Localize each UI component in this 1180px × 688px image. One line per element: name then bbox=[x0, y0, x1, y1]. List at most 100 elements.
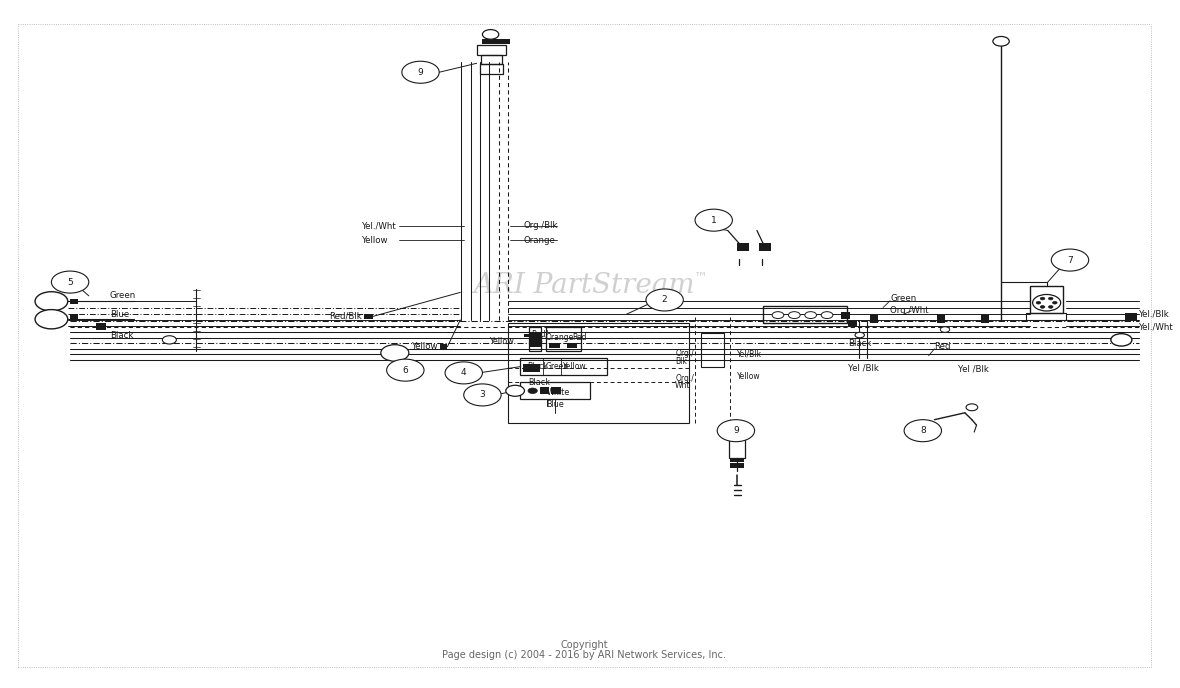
Bar bbox=[1125, 313, 1136, 320]
Circle shape bbox=[35, 310, 67, 329]
Circle shape bbox=[1048, 297, 1053, 300]
Circle shape bbox=[445, 362, 483, 384]
Bar bbox=[729, 437, 746, 458]
Text: White: White bbox=[546, 387, 570, 397]
Bar bbox=[523, 364, 539, 372]
Circle shape bbox=[1110, 334, 1132, 346]
Circle shape bbox=[1041, 305, 1044, 308]
Circle shape bbox=[402, 61, 439, 83]
Circle shape bbox=[381, 345, 408, 361]
Text: Blk: Blk bbox=[531, 335, 543, 345]
Text: Wht: Wht bbox=[675, 381, 690, 391]
Text: Green: Green bbox=[110, 290, 136, 300]
Circle shape bbox=[788, 312, 800, 319]
Bar bbox=[483, 39, 500, 44]
Text: 9: 9 bbox=[733, 426, 739, 436]
Bar bbox=[1030, 286, 1063, 313]
Bar bbox=[529, 327, 540, 351]
Bar bbox=[545, 327, 581, 351]
Circle shape bbox=[1051, 249, 1089, 271]
Text: 4: 4 bbox=[461, 368, 466, 378]
Circle shape bbox=[645, 289, 683, 311]
Text: Green: Green bbox=[545, 361, 569, 371]
Text: Yel /Blk: Yel /Blk bbox=[958, 364, 989, 374]
Bar bbox=[841, 312, 851, 319]
Bar bbox=[391, 350, 400, 354]
Bar bbox=[701, 333, 725, 367]
Circle shape bbox=[805, 312, 817, 319]
Bar bbox=[759, 243, 771, 251]
Text: 3: 3 bbox=[479, 390, 485, 400]
Circle shape bbox=[506, 385, 524, 396]
Text: Yel./Wht: Yel./Wht bbox=[362, 221, 396, 230]
Text: 1: 1 bbox=[710, 215, 716, 225]
Circle shape bbox=[35, 292, 67, 311]
Text: Yellow: Yellow bbox=[490, 337, 514, 347]
Bar bbox=[870, 315, 878, 323]
Text: Yellow: Yellow bbox=[738, 372, 761, 381]
Bar bbox=[477, 45, 506, 55]
Text: Yel./Wht: Yel./Wht bbox=[1139, 323, 1174, 332]
Bar bbox=[529, 340, 540, 347]
Bar bbox=[96, 323, 106, 330]
Circle shape bbox=[52, 271, 88, 293]
Text: Black: Black bbox=[848, 338, 871, 348]
Circle shape bbox=[483, 30, 499, 39]
Bar bbox=[539, 387, 549, 394]
Text: Red: Red bbox=[935, 341, 951, 351]
Bar bbox=[509, 323, 689, 423]
Circle shape bbox=[966, 404, 978, 411]
Text: Org /Wht: Org /Wht bbox=[890, 306, 929, 316]
Bar bbox=[730, 458, 745, 462]
Text: 5: 5 bbox=[67, 277, 73, 287]
Circle shape bbox=[387, 359, 424, 381]
Bar bbox=[70, 299, 78, 304]
Circle shape bbox=[992, 36, 1009, 46]
Text: Blue: Blue bbox=[110, 310, 129, 319]
Circle shape bbox=[695, 209, 733, 231]
Text: Copyright: Copyright bbox=[560, 641, 608, 650]
Bar bbox=[848, 321, 858, 327]
Text: Red: Red bbox=[572, 332, 586, 342]
Text: Yel /Blk: Yel /Blk bbox=[848, 363, 879, 373]
Bar bbox=[1119, 336, 1123, 344]
Circle shape bbox=[527, 388, 537, 394]
Circle shape bbox=[856, 332, 865, 338]
Text: 6: 6 bbox=[402, 365, 408, 375]
Text: Black: Black bbox=[526, 361, 548, 371]
Bar bbox=[70, 314, 78, 319]
Text: Orange: Orange bbox=[523, 235, 555, 245]
Text: Black: Black bbox=[110, 331, 133, 341]
Text: Yellow: Yellow bbox=[563, 361, 586, 371]
Bar bbox=[481, 55, 503, 64]
Circle shape bbox=[1032, 294, 1061, 311]
Bar bbox=[165, 338, 173, 342]
Circle shape bbox=[821, 312, 833, 319]
Text: Org./: Org./ bbox=[675, 349, 694, 358]
Text: Org./: Org./ bbox=[675, 374, 694, 383]
Bar bbox=[520, 382, 590, 399]
Circle shape bbox=[163, 336, 176, 344]
Circle shape bbox=[1053, 301, 1057, 304]
Circle shape bbox=[464, 384, 502, 406]
Text: ARI PartStream: ARI PartStream bbox=[473, 272, 695, 299]
Circle shape bbox=[904, 420, 942, 442]
Circle shape bbox=[1048, 305, 1053, 308]
Text: Org./Blk: Org./Blk bbox=[523, 221, 558, 230]
Bar bbox=[529, 333, 540, 340]
Text: Blk: Blk bbox=[675, 356, 687, 366]
Circle shape bbox=[772, 312, 784, 319]
Bar bbox=[551, 387, 560, 394]
Bar bbox=[524, 334, 529, 337]
Bar bbox=[440, 344, 447, 350]
Bar bbox=[520, 358, 608, 375]
Text: 9: 9 bbox=[418, 67, 424, 77]
Bar bbox=[566, 343, 577, 348]
Bar bbox=[480, 64, 504, 74]
Text: 7: 7 bbox=[1067, 255, 1073, 265]
Bar bbox=[365, 314, 373, 319]
Bar bbox=[730, 463, 745, 468]
Text: Yellow: Yellow bbox=[412, 341, 438, 351]
Text: Yel./Blk: Yel./Blk bbox=[1139, 310, 1169, 319]
Text: Black: Black bbox=[527, 378, 550, 387]
